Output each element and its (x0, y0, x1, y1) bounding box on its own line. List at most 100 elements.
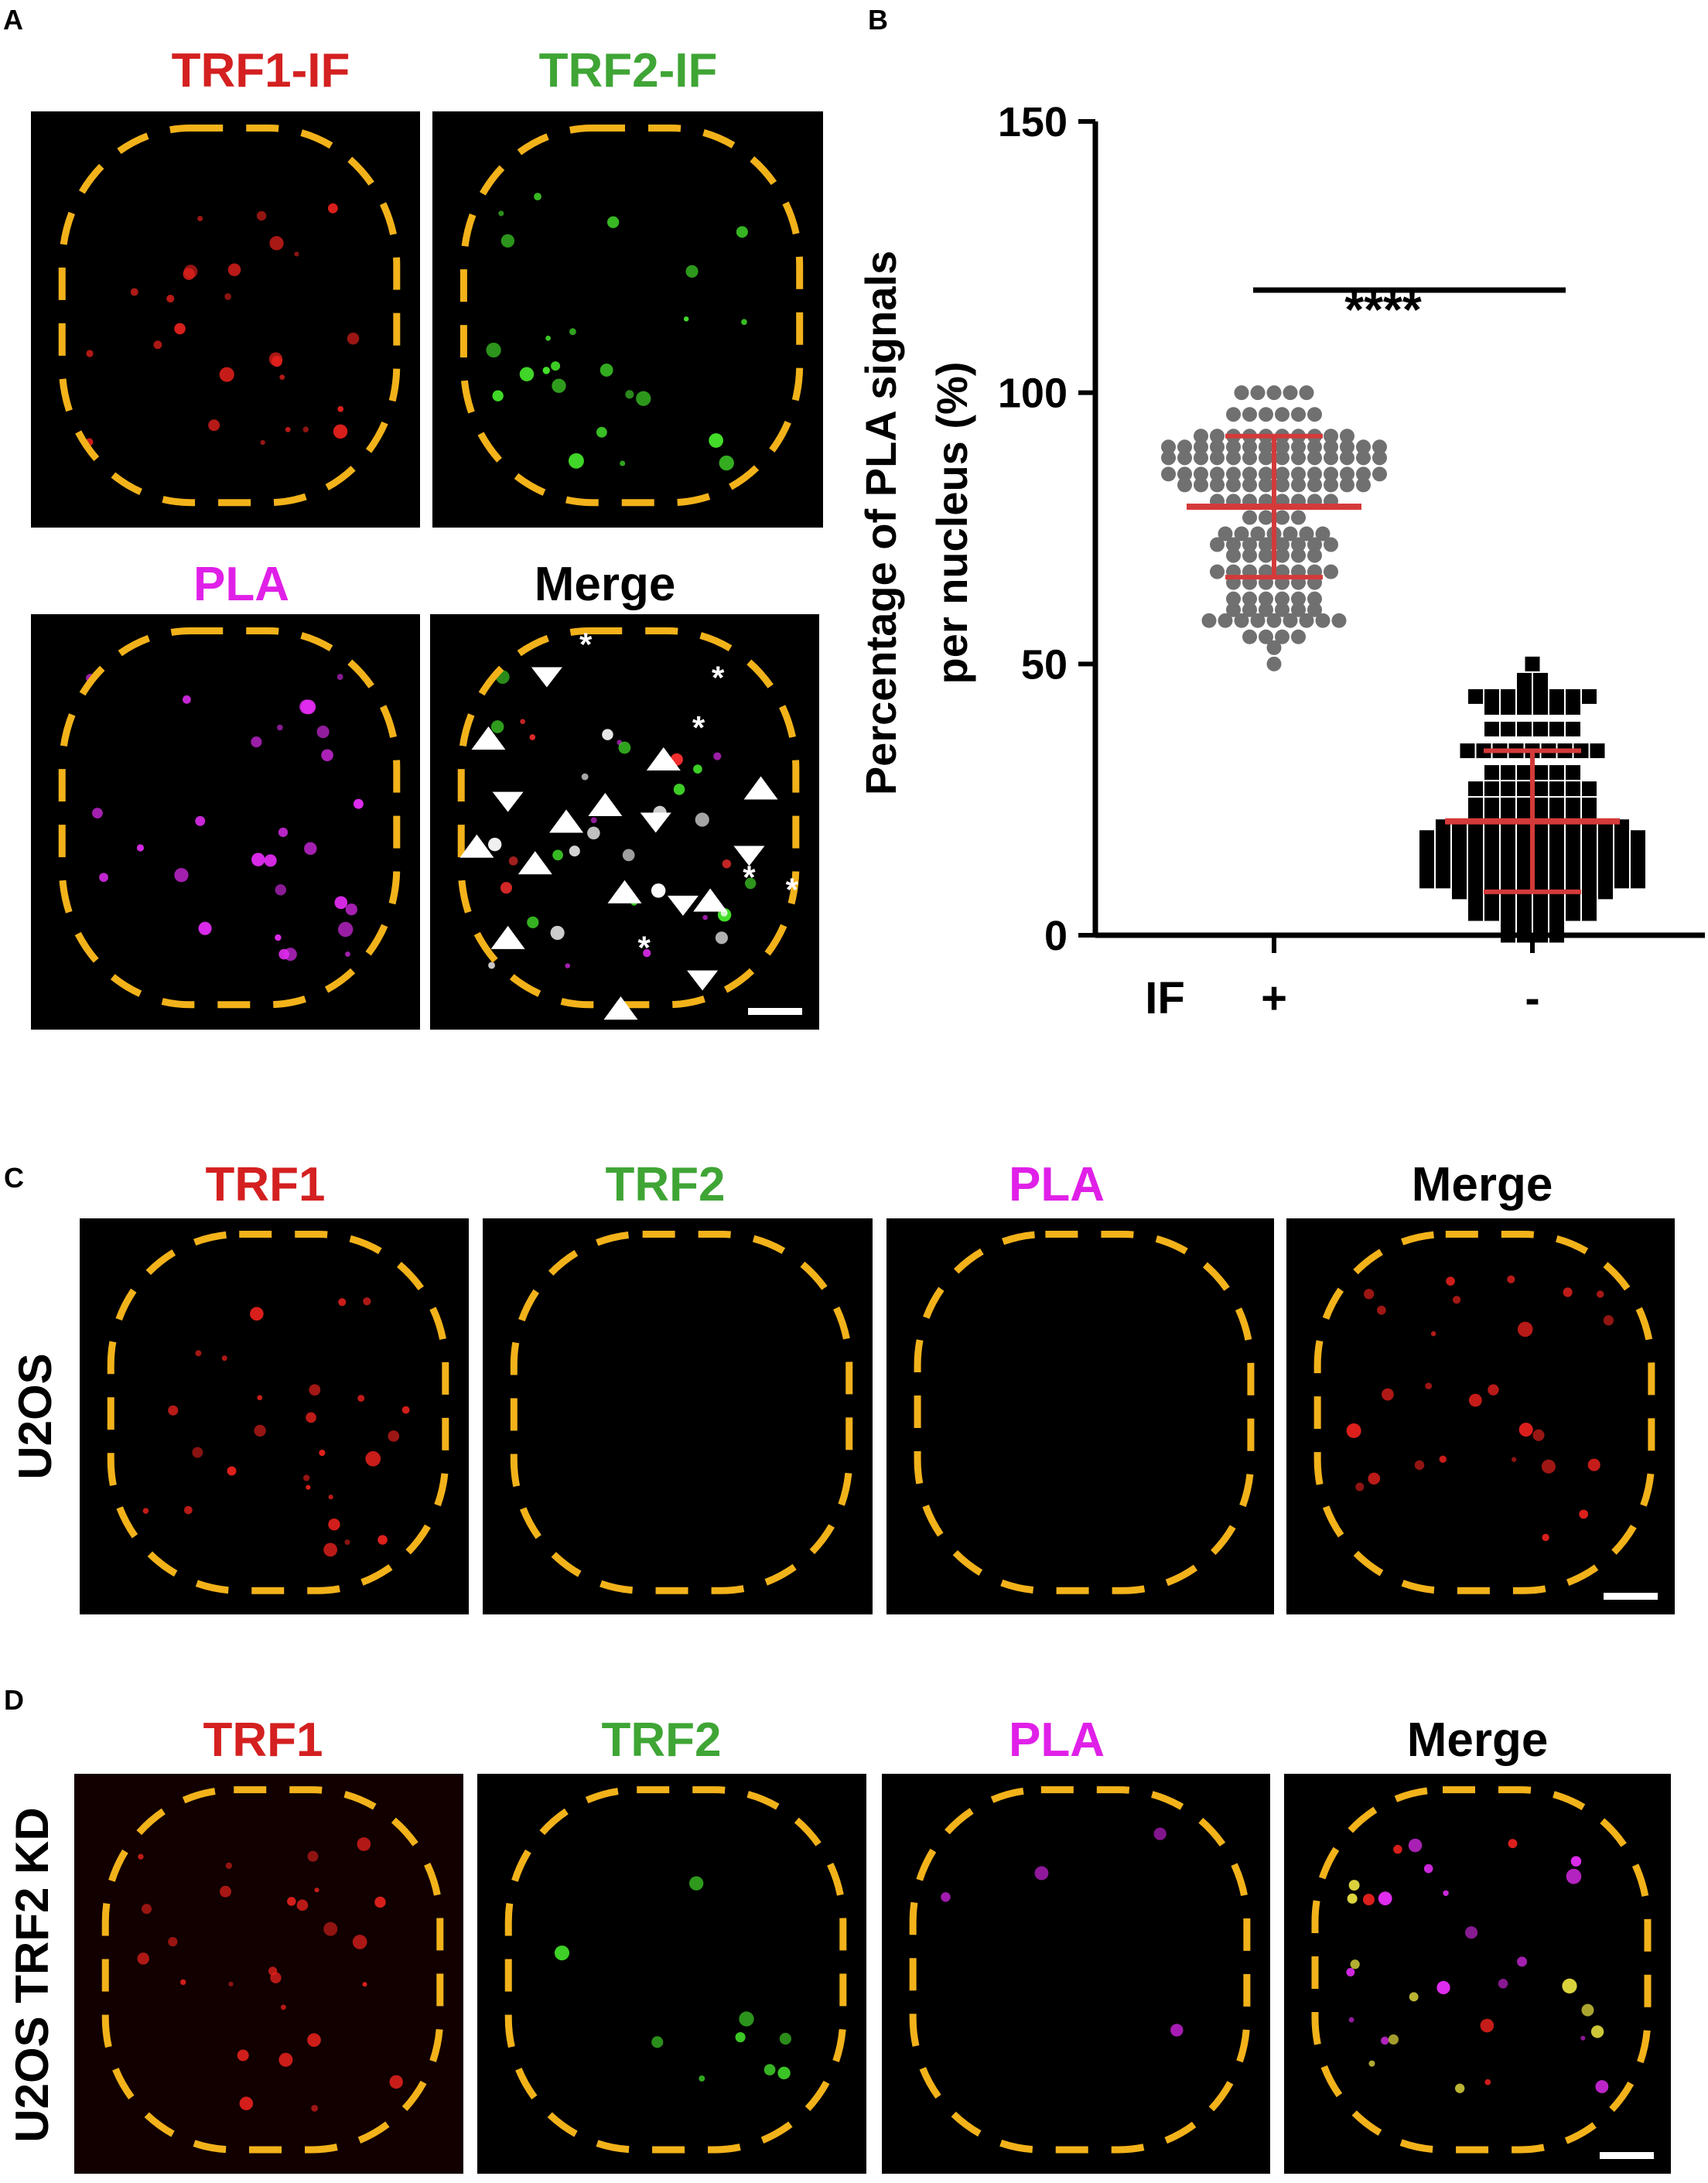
data-point-if-plus (1266, 656, 1282, 671)
data-point-if-minus (1501, 688, 1515, 704)
arrowhead-marker (459, 834, 494, 858)
data-point-if-plus (1161, 450, 1176, 466)
fluorescent-spot (264, 854, 277, 867)
data-point-if-plus (1324, 564, 1338, 579)
image-background (882, 1774, 1270, 2174)
fluorescent-spot (347, 332, 360, 345)
label-a-trf2-if: TRF2-IF (539, 44, 718, 97)
nucleus-outline (1313, 1230, 1655, 1594)
x-tick-label-plus: + (1261, 973, 1287, 1023)
data-point-if-plus (1291, 407, 1306, 422)
fluorescent-spot (142, 1508, 149, 1514)
data-point-if-plus (1226, 407, 1241, 422)
fluorescent-spot (337, 405, 344, 412)
fluorescent-spot (1579, 1509, 1589, 1519)
fluorescent-spot (565, 963, 571, 969)
fluorescent-spot (183, 268, 195, 280)
label-a-pla: PLA (193, 558, 289, 611)
data-point-if-plus (1242, 591, 1257, 606)
fluorescent-spot (270, 1972, 282, 1983)
arrowhead-marker (733, 846, 765, 866)
data-point-if-minus (1533, 765, 1548, 781)
fluorescent-spot (534, 193, 541, 201)
data-point-if-minus (1460, 743, 1475, 759)
data-point-if-plus (1324, 450, 1338, 466)
fluorescent-spot (519, 367, 535, 381)
data-point-if-plus (1315, 526, 1331, 541)
fluorescent-spot (338, 1298, 347, 1307)
data-points (1161, 385, 1645, 943)
fluorescent-spot (741, 319, 747, 326)
data-point-if-plus (1250, 613, 1266, 628)
arrowhead-marker (518, 851, 552, 875)
fluorescent-spot (777, 2066, 791, 2080)
fluorescent-spot (195, 1350, 202, 1357)
fluorescent-spot (1393, 1844, 1402, 1854)
data-point-if-plus (1210, 439, 1225, 455)
fluorescent-spot (141, 1904, 152, 1915)
data-point-if-plus (1259, 439, 1273, 455)
data-point-if-plus (1291, 450, 1306, 466)
fluorescent-spot (673, 784, 685, 795)
data-point-if-plus (1275, 450, 1290, 466)
asterisk-marker: * (692, 709, 705, 746)
data-point-if-plus (1210, 466, 1225, 482)
fluorescent-spot (309, 1384, 321, 1396)
data-point-if-plus (1331, 613, 1347, 628)
data-point-if-minus (1468, 781, 1483, 797)
fluorescent-spot (1595, 2080, 1609, 2093)
fluorescent-spot (735, 2031, 746, 2043)
fluorescent-spot (197, 215, 203, 222)
fluorescent-spot (168, 1936, 178, 1947)
arrowhead-marker (667, 895, 699, 916)
fluorescent-spot (551, 361, 561, 371)
image-d-trf2 (477, 1774, 866, 2174)
data-point-if-plus (1161, 439, 1176, 455)
fluorescent-spot (285, 426, 291, 432)
fluorescent-spot (651, 2036, 664, 2048)
nucleus-outline (1311, 1786, 1652, 2154)
scale-bar (1604, 1593, 1658, 1600)
fluorescent-spot (685, 265, 699, 278)
fluorescent-spot (569, 328, 576, 336)
data-point-if-plus (1177, 439, 1192, 455)
fluorescent-spot (715, 931, 728, 945)
fluorescent-spot (254, 1424, 266, 1437)
data-point-if-plus (1242, 439, 1257, 455)
data-point-if-plus (1299, 526, 1314, 541)
fluorescent-spot (256, 210, 267, 221)
fluorescent-spot (278, 2052, 293, 2067)
y-tick-label: 50 (1021, 641, 1068, 688)
fluorescent-spot (328, 1495, 333, 1500)
data-point-if-minus (1590, 743, 1605, 759)
fluorescent-spot (306, 1412, 316, 1423)
data-point-if-plus (1291, 602, 1306, 617)
fluorescent-spot (192, 1447, 203, 1458)
image-a-merge: **** ** (430, 614, 819, 1030)
fluorescent-spot (302, 426, 309, 432)
data-point-if-plus (1242, 407, 1257, 422)
fluorescent-spot (354, 798, 364, 809)
data-point-if-plus (1226, 548, 1241, 563)
fluorescent-spot (220, 1885, 231, 1898)
fluorescent-spot (208, 419, 220, 432)
nucleus-outline (914, 1230, 1255, 1594)
panel-letter-d: D (4, 1684, 24, 1716)
data-point-if-plus (1210, 537, 1225, 552)
fluorescent-spot (228, 1981, 234, 1987)
fluorescent-spot (1517, 1956, 1528, 1967)
fluorescent-spot (174, 323, 186, 335)
fluorescent-spot (636, 391, 651, 406)
data-point-if-plus (1242, 466, 1257, 482)
y-axis-label-line2: per nucleus (%) (927, 362, 976, 685)
fluorescent-spot (1348, 2017, 1354, 2023)
fluorescent-spot (1355, 1482, 1365, 1491)
fluorescent-spot (1430, 1331, 1436, 1337)
fluorescent-spot (568, 453, 584, 469)
data-point-if-plus (1307, 450, 1322, 466)
data-point-if-minus (1501, 721, 1515, 736)
data-point-if-plus (1275, 466, 1290, 482)
data-point-if-minus (1468, 688, 1483, 704)
fluorescent-spot (1454, 2083, 1465, 2093)
data-point-if-plus (1299, 613, 1314, 628)
